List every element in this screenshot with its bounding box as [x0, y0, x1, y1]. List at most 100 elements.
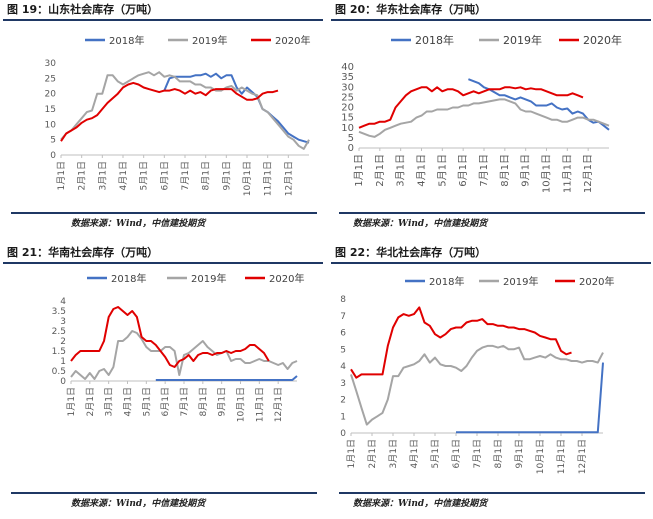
panel-title: 图 22：华北社会库存（万吨） — [331, 243, 651, 262]
y-tick-label: 20 — [341, 103, 354, 114]
legend-label: 2019年 — [191, 272, 226, 285]
series-line-2018年 — [163, 72, 310, 144]
x-tick-label: 12月1日 — [577, 439, 588, 474]
y-tick-label: 7 — [340, 312, 346, 322]
source-rule — [339, 492, 645, 494]
y-tick-label: 5 — [340, 345, 346, 355]
x-tick-label: 9月1日 — [514, 439, 525, 468]
x-tick-label: 10月1日 — [541, 154, 553, 193]
y-tick-label: 15 — [45, 105, 56, 115]
y-tick-label: 2 — [60, 337, 66, 347]
x-tick-label: 8月1日 — [198, 387, 209, 416]
x-tick-label: 6月1日 — [451, 439, 462, 468]
series-line-2020年 — [70, 306, 270, 368]
x-tick-label: 8月1日 — [499, 154, 511, 187]
line-chart: 00.511.522.533.54 1月1日 2月1日 3月1日 4月1日 5月1日 6月1… — [52, 272, 305, 422]
y-tick-label: 3 — [340, 379, 346, 389]
series-line-2018年 — [468, 78, 610, 131]
y-tick-label: 1.5 — [52, 347, 66, 357]
x-tick-label: 3月1日 — [395, 154, 407, 187]
y-tick-label: 5 — [50, 136, 56, 146]
x-tick-label: 6月1日 — [457, 154, 469, 187]
x-tick-label: 6月1日 — [159, 161, 170, 190]
legend-label: 2019年 — [503, 275, 538, 288]
chart-panel-shandong: 图 19：山东社会库存（万吨） 0 5 10 15 20 25 30 1月1日 2月1日 3月1日… — [3, 0, 323, 235]
series-line-2020年 — [358, 86, 584, 129]
x-tick-label: 12月1日 — [283, 161, 294, 196]
x-tick-label: 12月1日 — [582, 154, 594, 193]
chart-panel-huanan: 图 21：华南社会库存（万吨） 0 0.5 1 1.5 2 2.5 3 3.5 4 1月1日 2月1… — [3, 243, 323, 513]
y-tick-label: 0.5 — [52, 367, 66, 377]
x-tick-label: 2月1日 — [85, 387, 96, 416]
series-line-2020年 — [60, 81, 279, 142]
x-tick-label: 10月1日 — [242, 161, 253, 196]
source-rule — [339, 212, 645, 214]
x-tick-label: 11月1日 — [561, 154, 573, 193]
legend-label: 2020年 — [579, 275, 614, 288]
series-line-2019年 — [350, 344, 604, 426]
panel-title: 图 20：华东社会库存（万吨） — [331, 0, 651, 19]
y-tick-label: 2.5 — [52, 327, 66, 337]
source-note: 数据来源：Wind，中信建投期货 — [353, 219, 488, 229]
y-tick-label: 25 — [341, 92, 354, 103]
x-tick-label: 2月1日 — [374, 154, 386, 187]
x-tick-label: 5月1日 — [139, 161, 150, 190]
y-tick-label: 2 — [340, 396, 346, 406]
x-tick-label: 7月1日 — [478, 154, 490, 187]
x-tick-label: 12月1日 — [273, 387, 284, 422]
legend-label: 2018年 — [415, 33, 454, 47]
x-tick-label: 5月1日 — [141, 387, 152, 416]
x-tick-label: 3月1日 — [388, 439, 399, 468]
legend-label: 2019年 — [503, 33, 542, 47]
series-line-2019年 — [358, 98, 610, 138]
series-line-2018年 — [155, 375, 298, 381]
y-tick-label: 10 — [341, 123, 354, 134]
series-line-2018年 — [456, 362, 604, 434]
x-tick-label: 7月1日 — [180, 161, 191, 190]
x-tick-label: 3月1日 — [104, 387, 115, 416]
legend-label: 2019年 — [192, 34, 227, 47]
source-note: 数据来源：Wind，中信建投期货 — [71, 219, 206, 229]
x-tick-label: 11月1日 — [254, 387, 265, 422]
title-rule — [331, 262, 651, 264]
y-tick-label: 0 — [340, 429, 346, 439]
y-tick-label: 15 — [341, 113, 354, 124]
y-tick-label: 0 — [50, 151, 56, 161]
series-line-2019年 — [70, 330, 298, 380]
chart-panel-huabei: 图 22：华北社会库存（万吨） 0 1 2 3 4 5 6 7 8 1月1日 2月1日 3月1日 4月1… — [331, 243, 651, 513]
y-tick-label: 40 — [341, 62, 354, 73]
x-tick-label: 1月1日 — [66, 387, 77, 416]
x-tick-label: 4月1日 — [118, 161, 129, 190]
title-rule — [331, 19, 651, 21]
x-tick-label: 2月1日 — [77, 161, 88, 190]
x-tick-label: 5月1日 — [430, 439, 441, 468]
x-tick-label: 5月1日 — [436, 154, 448, 187]
x-tick-label: 8月1日 — [201, 161, 212, 190]
y-tick-label: 1 — [340, 412, 346, 422]
x-tick-label: 9月1日 — [217, 387, 228, 416]
y-tick-label: 0 — [348, 143, 354, 154]
y-tick-label: 30 — [341, 82, 354, 93]
source-rule — [11, 212, 317, 214]
source-rule — [11, 492, 317, 494]
x-tick-label: 1月1日 — [56, 161, 67, 190]
y-tick-label: 1 — [60, 357, 66, 367]
y-tick-label: 0 — [60, 377, 66, 387]
x-tick-label: 2月1日 — [367, 439, 378, 468]
y-tick-label: 20 — [45, 90, 57, 100]
x-tick-label: 9月1日 — [520, 154, 532, 187]
y-tick-label: 4 — [60, 297, 66, 307]
legend-label: 2020年 — [269, 272, 304, 285]
x-tick-label: 11月1日 — [556, 439, 567, 474]
y-tick-label: 10 — [45, 120, 57, 130]
x-tick-label: 4月1日 — [409, 439, 420, 468]
legend-label: 2018年 — [429, 275, 464, 288]
source-note: 数据来源：Wind，中信建投期货 — [353, 499, 488, 509]
series-line-2019年 — [60, 71, 310, 150]
source-note: 数据来源：Wind，中信建投期货 — [71, 499, 206, 509]
x-tick-label: 3月1日 — [97, 161, 108, 190]
x-tick-label: 4月1日 — [123, 387, 134, 416]
y-tick-label: 3.5 — [52, 307, 66, 317]
series-line-2020年 — [350, 306, 572, 379]
